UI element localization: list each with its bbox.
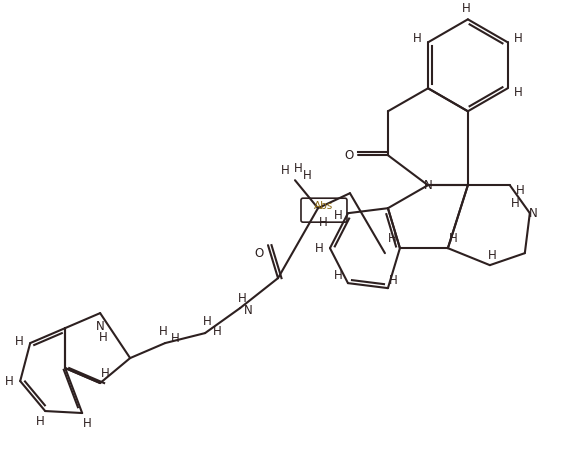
Text: H: H	[294, 162, 302, 175]
Text: N: N	[424, 179, 432, 192]
Text: H: H	[514, 32, 523, 45]
Text: N: N	[96, 319, 105, 332]
Text: H: H	[171, 332, 179, 344]
Text: H: H	[281, 164, 290, 177]
Text: H: H	[334, 269, 342, 282]
Text: H: H	[388, 274, 397, 287]
Text: H: H	[413, 32, 421, 45]
Text: H: H	[510, 197, 519, 210]
Text: H: H	[36, 414, 45, 427]
Text: H: H	[334, 209, 342, 222]
Text: H: H	[388, 232, 397, 244]
Text: H: H	[159, 325, 168, 338]
Text: Abs: Abs	[314, 201, 334, 211]
Text: H: H	[238, 292, 246, 305]
Text: O: O	[254, 247, 264, 260]
Text: N: N	[244, 304, 253, 317]
Text: H: H	[314, 242, 323, 255]
Text: H: H	[99, 331, 108, 344]
Text: H: H	[461, 2, 470, 15]
FancyBboxPatch shape	[301, 198, 347, 222]
Text: H: H	[516, 184, 524, 197]
Text: O: O	[344, 149, 354, 162]
Text: H: H	[514, 86, 523, 99]
Text: H: H	[203, 314, 212, 328]
Text: H: H	[5, 375, 13, 388]
Text: N: N	[528, 206, 537, 219]
Text: H: H	[15, 335, 24, 348]
Text: H: H	[318, 216, 327, 229]
Text: H: H	[83, 417, 91, 430]
Text: H: H	[449, 232, 457, 244]
Text: H: H	[101, 367, 109, 380]
Text: H: H	[213, 325, 221, 338]
Text: H: H	[303, 169, 312, 181]
Text: H: H	[487, 249, 497, 262]
